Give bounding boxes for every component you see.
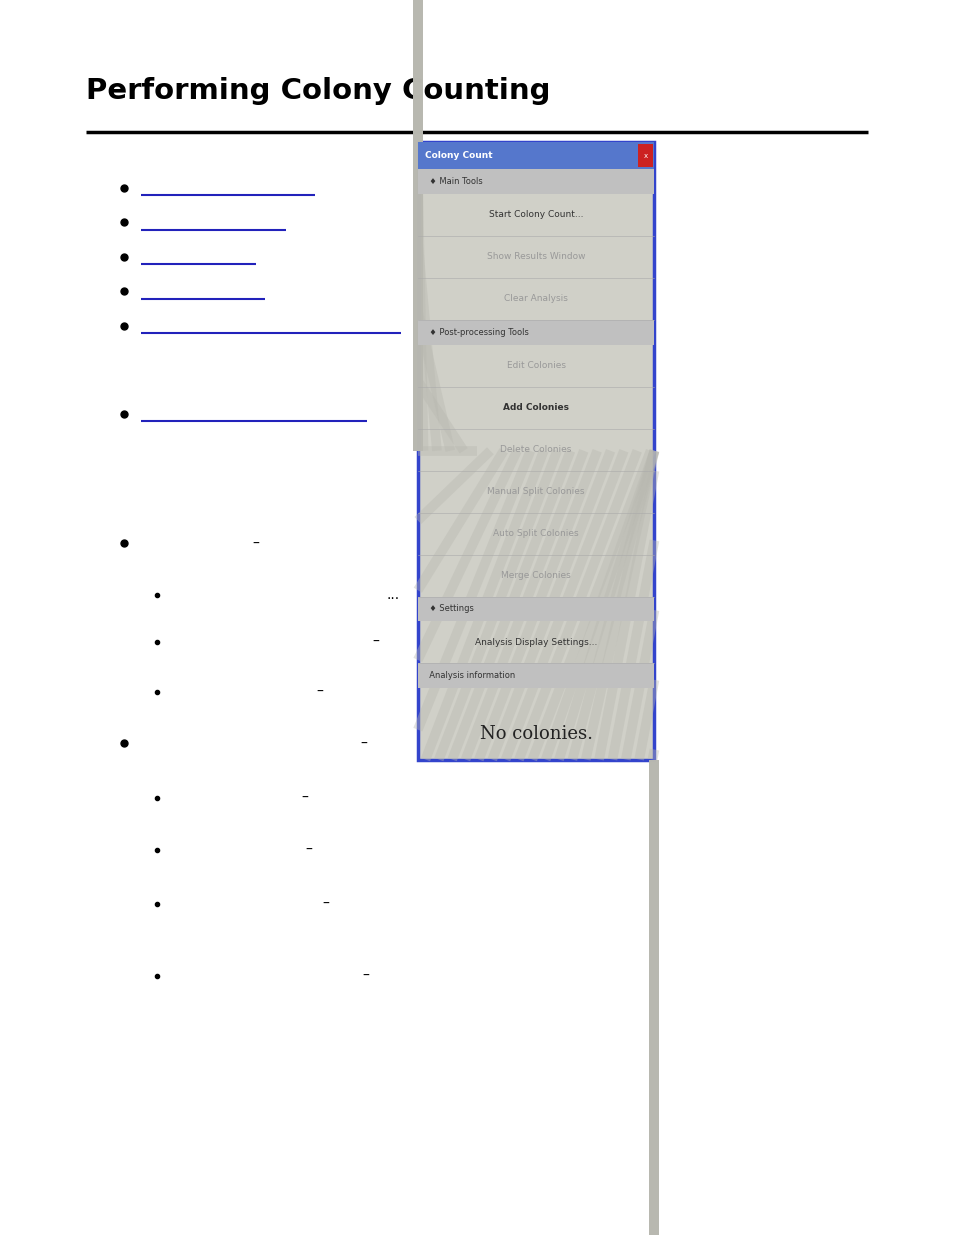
Text: Clear Analysis: Clear Analysis bbox=[504, 294, 567, 304]
Bar bbox=[417, 597, 654, 621]
Text: Merge Colonies: Merge Colonies bbox=[500, 571, 571, 580]
Text: ♦ Main Tools: ♦ Main Tools bbox=[423, 177, 482, 186]
Text: –: – bbox=[360, 736, 367, 751]
Text: Add Colonies: Add Colonies bbox=[502, 403, 569, 412]
Bar bbox=[638, 144, 652, 167]
Text: Edit Colonies: Edit Colonies bbox=[506, 361, 565, 370]
Text: Start Colony Count...: Start Colony Count... bbox=[488, 210, 583, 220]
Bar bbox=[417, 142, 654, 169]
Text: Manual Split Colonies: Manual Split Colonies bbox=[487, 487, 584, 496]
Text: –: – bbox=[305, 842, 312, 857]
Text: ...: ... bbox=[386, 588, 399, 603]
Text: ♦ Settings: ♦ Settings bbox=[423, 604, 473, 614]
Text: –: – bbox=[322, 897, 329, 911]
Text: –: – bbox=[316, 684, 323, 699]
Text: Colony Count: Colony Count bbox=[425, 151, 493, 161]
Text: Auto Split Colonies: Auto Split Colonies bbox=[493, 529, 578, 538]
Text: –: – bbox=[372, 635, 378, 650]
Text: –: – bbox=[253, 536, 259, 551]
Text: Delete Colonies: Delete Colonies bbox=[500, 445, 571, 454]
Text: Performing Colony Counting: Performing Colony Counting bbox=[86, 77, 550, 105]
Text: –: – bbox=[301, 790, 308, 805]
Text: x: x bbox=[642, 153, 647, 158]
Text: Analysis information: Analysis information bbox=[423, 671, 515, 680]
Bar bbox=[417, 169, 654, 194]
Text: No colonies.: No colonies. bbox=[479, 725, 592, 743]
Bar bbox=[417, 320, 654, 345]
Text: ♦ Post-processing Tools: ♦ Post-processing Tools bbox=[423, 327, 528, 337]
Text: Analysis Display Settings...: Analysis Display Settings... bbox=[475, 637, 597, 647]
Bar bbox=[417, 142, 654, 760]
Text: –: – bbox=[362, 968, 369, 983]
Bar bbox=[417, 663, 654, 688]
Text: Show Results Window: Show Results Window bbox=[486, 252, 585, 262]
